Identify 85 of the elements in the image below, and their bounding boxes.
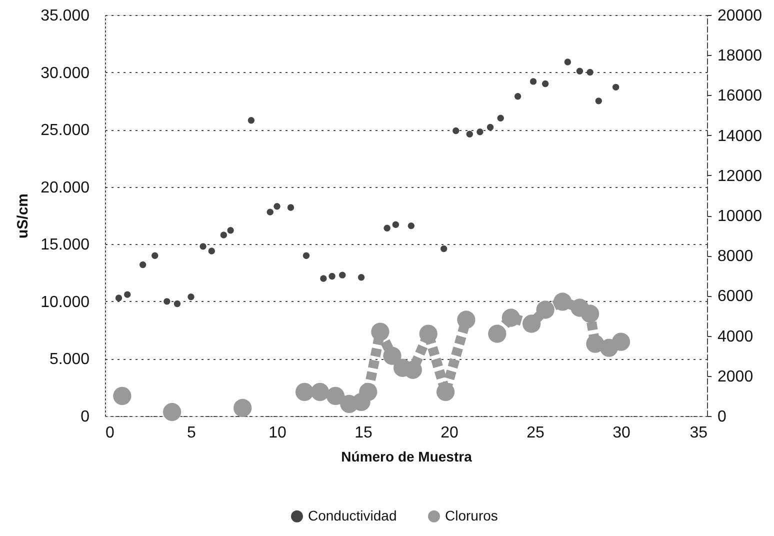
point	[497, 114, 504, 122]
x-tick-label: 30	[612, 424, 630, 442]
point	[392, 221, 400, 228]
point	[326, 386, 345, 406]
point	[580, 304, 600, 323]
point	[200, 243, 206, 250]
point	[612, 332, 630, 351]
point	[113, 386, 132, 406]
point	[383, 346, 402, 365]
y-tick-label: 20.000	[40, 179, 90, 196]
point	[287, 204, 294, 211]
point	[536, 300, 554, 319]
point	[457, 310, 476, 329]
point	[359, 382, 378, 402]
y2-tick-label: 0	[718, 408, 726, 426]
y-tick-label: 5.000	[49, 351, 90, 368]
y2-tick-label: 2000	[718, 368, 754, 386]
point	[586, 68, 594, 76]
point	[174, 300, 181, 308]
y2-tick-label: 14000	[718, 128, 762, 145]
y-tick-label: 35.000	[40, 8, 90, 24]
point	[274, 202, 280, 210]
y2-tick-label: 4000	[718, 328, 754, 346]
x-tick-label: 0	[106, 424, 114, 442]
y-tick-label: 25.000	[40, 122, 90, 140]
point	[208, 248, 215, 254]
x-tick-label: 10	[268, 424, 286, 442]
y2-tick-label: 10000	[718, 208, 762, 225]
y2-tick-label: 16000	[718, 88, 762, 105]
y2-tick-label: 20000	[718, 8, 762, 24]
y2-tick-label: 18000	[718, 48, 762, 65]
point	[476, 128, 484, 136]
x-tick-label: 5	[187, 424, 196, 442]
point	[320, 275, 327, 282]
y2-tick-label: 8000	[718, 248, 754, 266]
point	[266, 208, 274, 216]
point	[188, 294, 194, 300]
point	[124, 291, 131, 298]
point	[612, 84, 620, 91]
point	[234, 398, 252, 418]
y-tick-label: 10.000	[40, 294, 90, 311]
point	[576, 68, 584, 74]
point	[530, 78, 537, 85]
y-tick-label: 0	[80, 408, 90, 426]
point	[408, 222, 415, 230]
point	[164, 298, 170, 305]
legend-label: Cloruros	[445, 507, 498, 524]
point	[339, 272, 346, 278]
point	[248, 117, 255, 124]
point	[162, 402, 182, 422]
point	[371, 322, 390, 341]
point	[358, 274, 365, 281]
x-tick-label: 25	[526, 424, 544, 442]
point	[227, 227, 234, 234]
point	[522, 314, 541, 333]
point	[310, 382, 330, 402]
y2-tick-label: 12000	[718, 168, 762, 185]
y-tick-label: 30.000	[40, 64, 90, 82]
point	[295, 382, 314, 402]
point	[302, 252, 310, 259]
x-axis-title: Número de Muestra	[341, 448, 472, 464]
x-tick-label: 15	[354, 424, 372, 442]
point	[328, 272, 336, 280]
x-tick-label: 20	[440, 424, 458, 442]
point	[595, 98, 602, 104]
point	[115, 294, 122, 302]
point	[564, 58, 572, 66]
point	[452, 127, 460, 134]
x-tick-label: 35	[690, 424, 708, 442]
y-axis-title: uS/cm	[14, 193, 32, 239]
point	[502, 308, 520, 327]
point	[486, 124, 494, 131]
point	[488, 324, 506, 343]
point	[553, 292, 572, 311]
point	[542, 80, 549, 88]
point	[466, 130, 473, 138]
point	[152, 252, 158, 259]
point	[220, 232, 228, 238]
legend-label: Conductividad	[308, 507, 397, 524]
point	[514, 93, 522, 100]
y2-tick-label: 6000	[718, 288, 754, 306]
point	[139, 261, 146, 268]
point	[384, 224, 390, 232]
y-tick-label: 15.000	[40, 236, 90, 254]
point	[440, 245, 448, 252]
